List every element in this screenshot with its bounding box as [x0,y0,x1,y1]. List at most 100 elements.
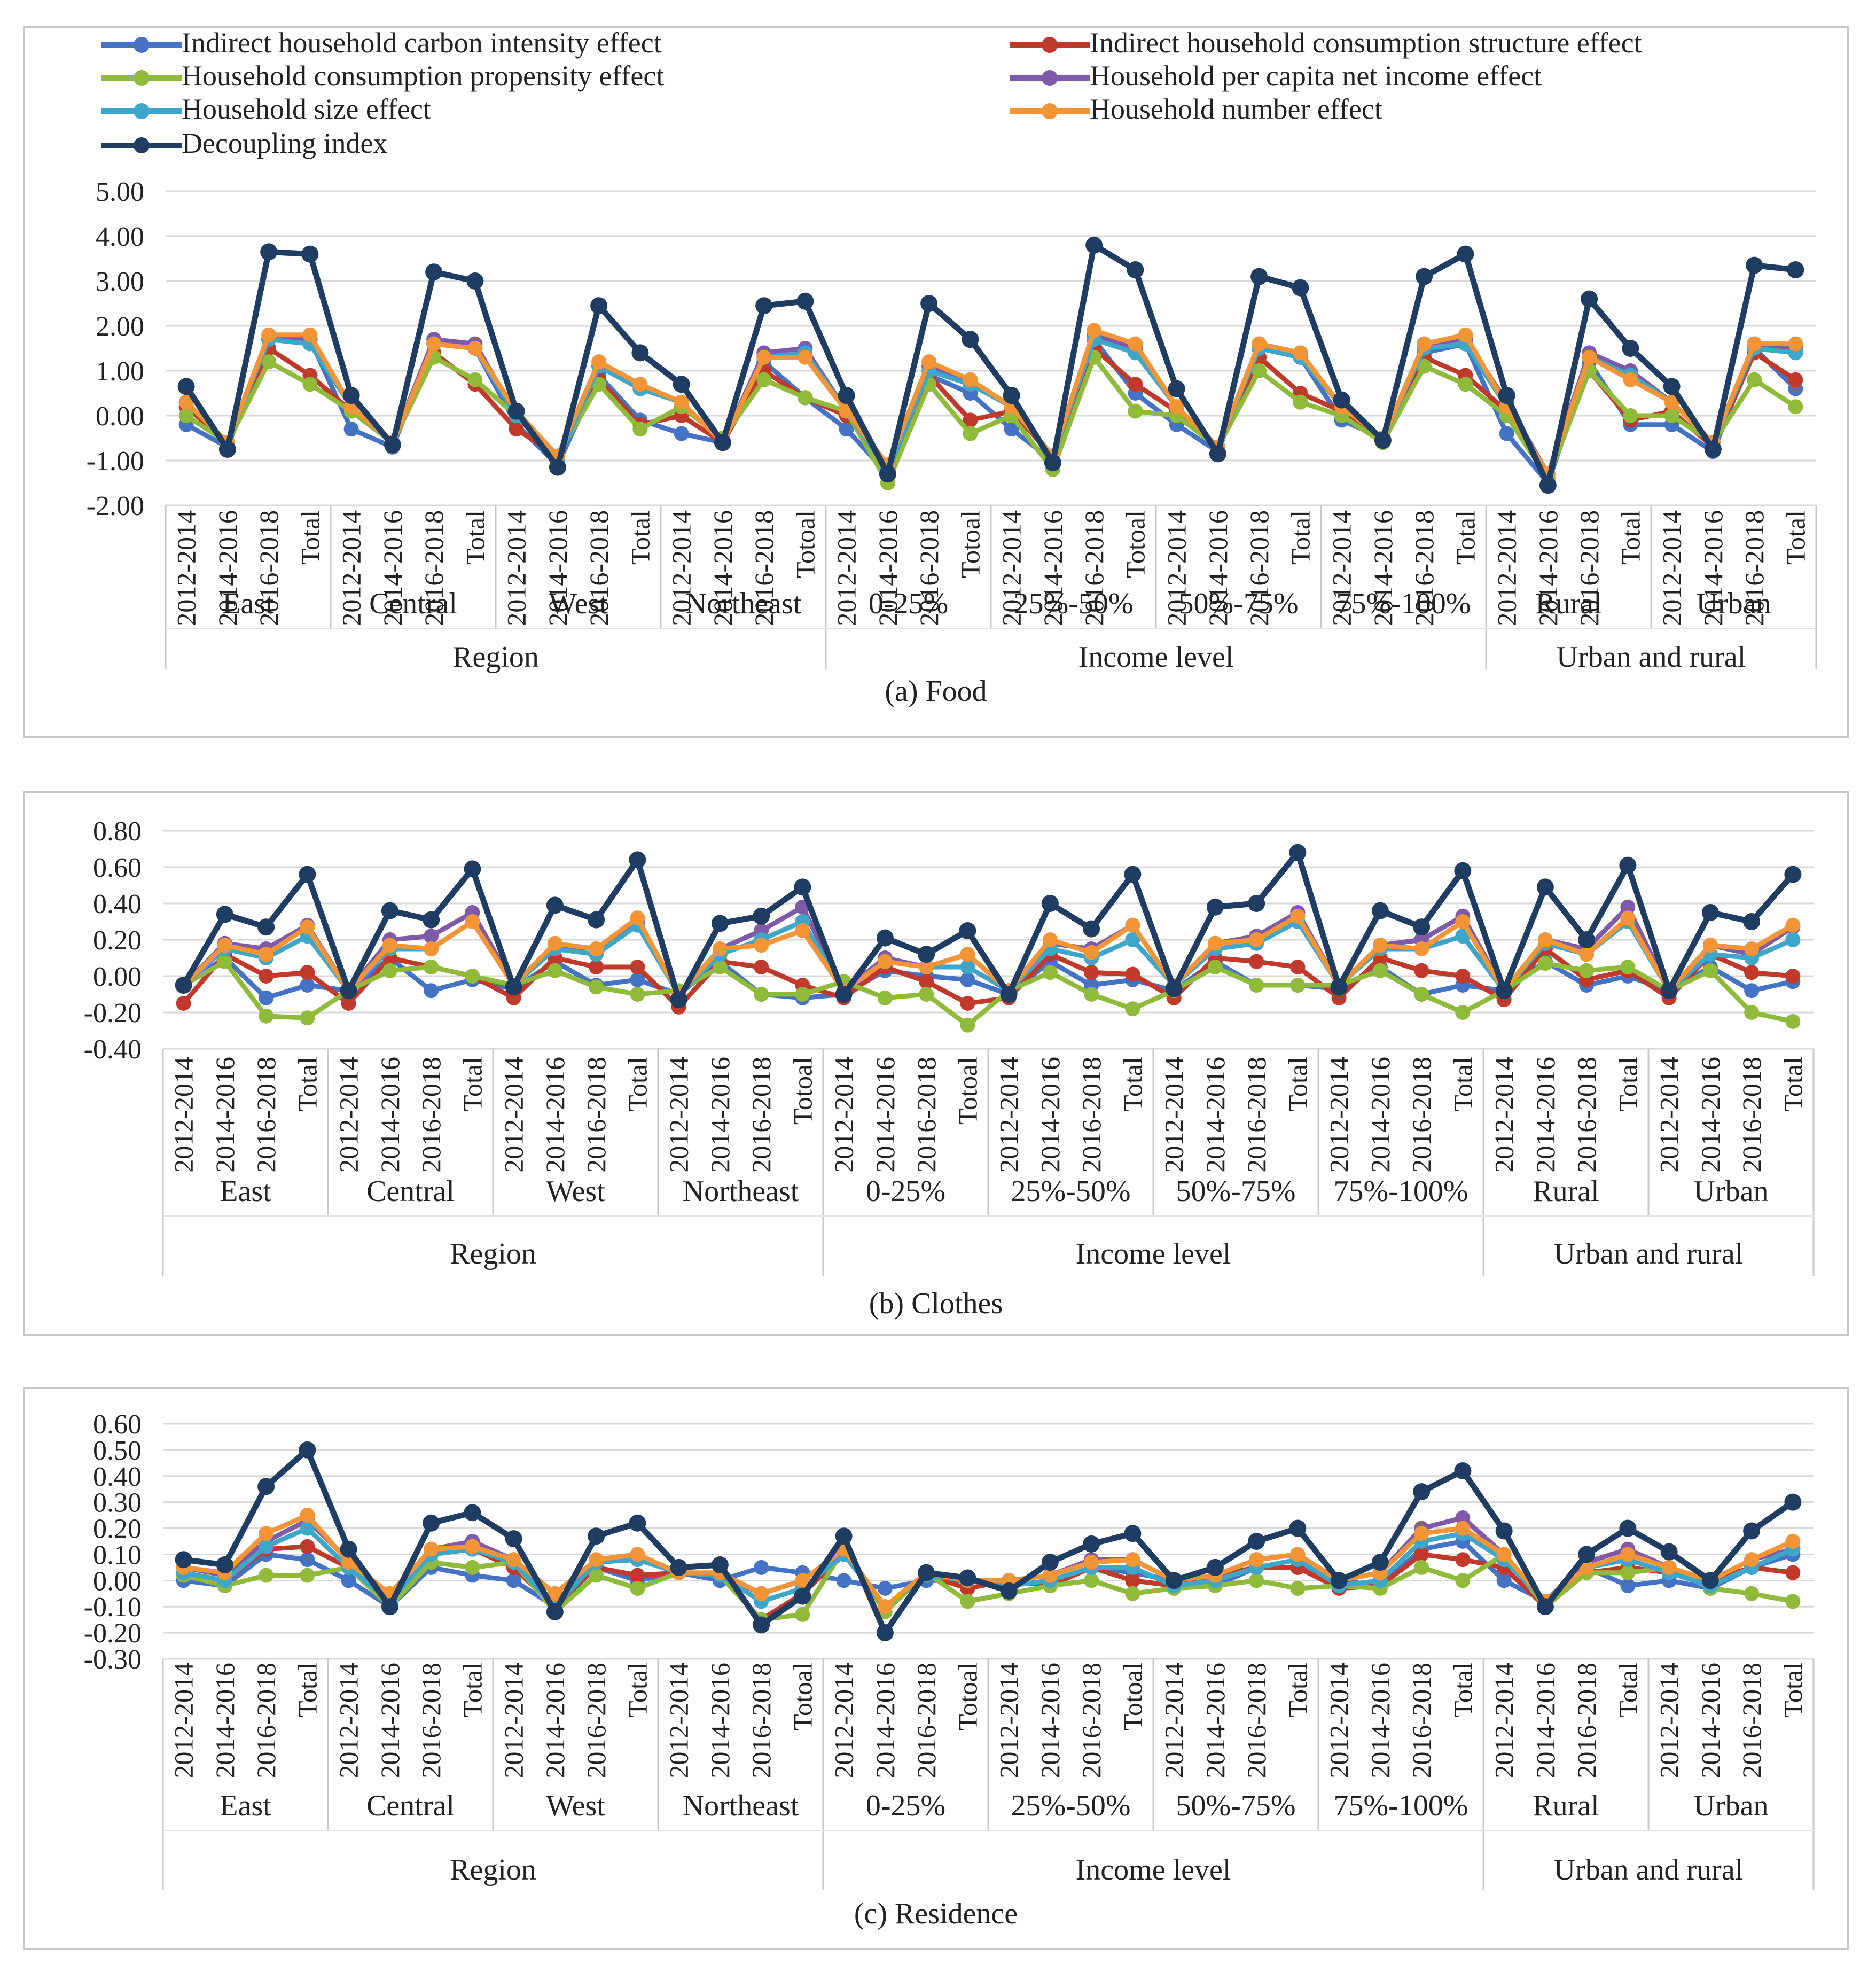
data-point [1000,986,1018,1003]
data-point [1371,1554,1389,1571]
x-tick-label: 2014-2016 [1695,1663,1725,1779]
data-point [1124,1525,1142,1542]
data-point [1496,1573,1512,1588]
data-point [300,965,315,980]
x-tick-label: 2012-2014 [499,1663,529,1779]
x-tick-label: Total [625,510,655,565]
x-tick-label: 2014-2016 [1203,510,1233,626]
y-tick-label: 0.40 [93,1462,142,1492]
y-tick-label: 0.00 [96,401,144,432]
data-point [839,422,854,437]
data-point [1044,454,1061,472]
x-tick-label: 2016-2018 [1076,1663,1106,1779]
data-point [794,878,811,896]
data-point [1455,1005,1471,1020]
data-point [1661,1560,1677,1575]
data-point [1128,377,1143,392]
x-tick-label: 2016-2018 [1737,1663,1767,1779]
data-point [1539,477,1557,494]
y-tick-label: 0.60 [93,853,142,883]
data-point [756,372,772,387]
data-point [175,977,192,994]
x-tick-label: 2016-2018 [1406,1057,1436,1173]
data-point [1784,866,1802,883]
legend-swatch-marker [134,70,150,86]
data-point [589,941,604,956]
data-point [1578,1546,1596,1563]
x-tick-label: 2012-2014 [994,1057,1024,1173]
data-point [1660,982,1678,1000]
x-tick-label: 2012-2014 [171,510,201,626]
data-point [300,978,315,993]
x-tick-label: 2012-2014 [994,1663,1024,1779]
legend-item: Decoupling index [101,127,387,159]
data-point [1292,279,1309,297]
data-point [1249,978,1264,993]
series-line [182,959,1794,1028]
x-tick-label: 2016-2018 [1241,1663,1271,1779]
legend-label: Household consumption propensity effect [182,60,664,92]
group-label: East [220,1175,271,1208]
data-point [506,1573,521,1588]
data-point [1248,1533,1265,1550]
x-tick-label: 2012-2014 [499,1057,529,1173]
data-point [1207,935,1223,951]
data-point [798,390,813,406]
legend-item: Indirect household consumption structure… [1010,27,1642,59]
legend-item: Household per capita net income effect [1010,60,1542,92]
data-point [1620,1547,1636,1562]
y-tick-label: 0.00 [93,962,142,992]
group-label: 75%-100% [1336,587,1471,620]
x-tick-label: 2012-2014 [1654,1663,1684,1779]
data-point [1455,1573,1471,1588]
data-point [1455,1521,1471,1536]
data-point [877,954,893,969]
series-6 [175,1441,1802,1642]
legend-label: Indirect household carbon intensity effe… [182,27,662,59]
x-tick-label: 2016-2018 [1076,1057,1106,1173]
x-tick-label: 2016-2018 [914,510,944,626]
y-tick-label: 0.20 [93,1514,142,1545]
data-point [216,906,233,923]
x-tick-label: 2014-2016 [1365,1057,1395,1173]
x-tick-label: 2016-2018 [251,1663,281,1779]
super-group-label: Urban and rural [1554,1853,1744,1886]
y-tick-label: 0.60 [93,1409,142,1440]
data-point [1125,1552,1140,1568]
data-point [588,911,605,929]
data-point [754,938,769,953]
x-tick-label: Total [1283,1057,1312,1111]
data-point [1042,932,1058,947]
x-tick-label: 2016-2018 [1241,1057,1271,1173]
data-point [1620,1578,1636,1594]
data-point [1664,394,1679,410]
x-tick-label: 2016-2018 [254,510,284,626]
data-point [1455,1552,1471,1568]
x-tick-label: Totoal [952,1663,982,1730]
x-tick-label: 2012-2014 [169,1057,199,1173]
data-point [1414,987,1429,1002]
y-tick-label: 3.00 [96,267,144,297]
data-point [795,987,810,1002]
x-tick-label: 2016-2018 [416,1057,446,1173]
data-point [1416,268,1433,285]
data-point [632,422,648,437]
y-tick-label: 0.10 [93,1540,142,1570]
series-line [183,1447,1795,1636]
data-point [1785,1014,1801,1029]
data-point [1249,1573,1264,1588]
data-point [670,991,687,1009]
x-tick-label: Total [1615,510,1645,565]
x-tick-label: 2012-2014 [829,1057,859,1173]
x-tick-label: 2014-2016 [708,510,738,626]
legend-item: Household number effect [1010,93,1382,125]
series-4 [178,332,1803,482]
data-point [1619,1519,1637,1537]
data-point [506,1552,521,1568]
data-point [466,272,484,290]
data-point [1330,978,1348,996]
data-point [1289,844,1307,861]
group-label: East [220,1789,271,1822]
data-point [1744,1005,1760,1020]
series-3 [178,327,1803,482]
